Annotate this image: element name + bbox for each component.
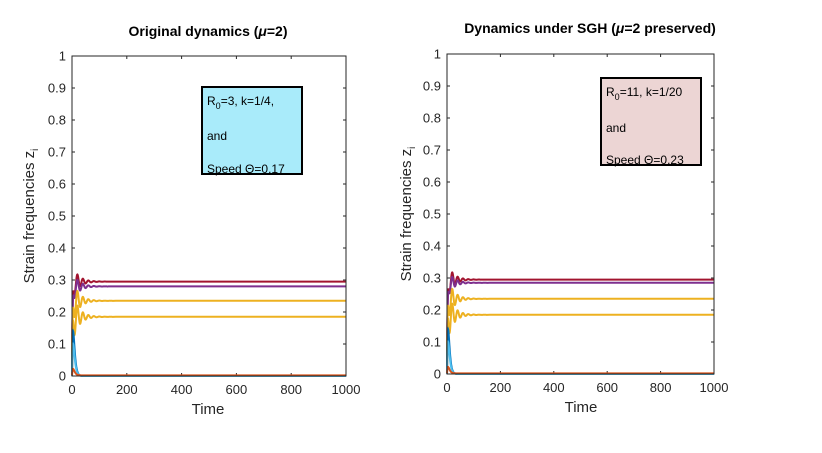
y-tick-label: 0.4	[423, 239, 441, 254]
x-tick-label: 200	[490, 380, 512, 395]
y-tick-label: 0	[434, 367, 441, 382]
y-ticks: 0 0.1 0.2 0.3 0.4 0.5 0.6 0.7 0.8 0.9 1	[423, 47, 714, 382]
y-tick-label: 0.9	[423, 79, 441, 94]
series-line-strain-3	[446, 287, 714, 375]
series-line-strain-2	[71, 278, 346, 377]
annotation-line-3: Speed Θ=0.17	[207, 162, 285, 176]
series-line-strain-4	[71, 304, 346, 377]
axes-box	[446, 53, 715, 375]
x-ticks: 0 200 400 600 800 1000	[68, 56, 360, 397]
x-tick-label: 800	[650, 380, 672, 395]
x-tick-label: 200	[116, 382, 138, 397]
annotation-bg	[201, 86, 303, 175]
x-tick-label: 800	[280, 382, 302, 397]
x-tick-label: 1000	[332, 382, 361, 397]
y-tick-label: 0.8	[48, 113, 66, 128]
y-axis-label: Strain frequencies zi	[398, 147, 418, 282]
y-tick-label: 0.1	[48, 337, 66, 352]
y-tick-label: 0.2	[48, 305, 66, 320]
x-tick-label: 400	[171, 382, 193, 397]
x-tick-label: 0	[68, 382, 75, 397]
axes-box	[71, 55, 347, 377]
y-tick-label: 0.2	[423, 303, 441, 318]
chart-title-original: Original dynamics (μ=2)	[128, 23, 287, 39]
series-line-strain-4	[446, 302, 714, 375]
series-line-strain-1	[71, 273, 346, 377]
annotation-line-2: and	[606, 121, 626, 135]
chart-title-sgh: Dynamics under SGH (μ=2 preserved)	[464, 20, 716, 36]
y-ticks: 0 0.1 0.2 0.3 0.4 0.5 0.6 0.7 0.8 0.9 1	[48, 49, 346, 384]
y-tick-label: 1	[434, 47, 441, 62]
y-tick-label: 0.4	[48, 241, 66, 256]
y-tick-label: 0.5	[423, 207, 441, 222]
series-line-strain-7	[446, 365, 714, 375]
x-axis-label: Time	[565, 399, 598, 416]
y-tick-label: 0	[59, 369, 66, 384]
y-tick-label: 0.8	[423, 111, 441, 126]
annotation-line-2: and	[207, 129, 227, 143]
y-tick-label: 0.3	[48, 273, 66, 288]
series-line-strain-3	[71, 289, 346, 377]
y-tick-label: 0.3	[423, 271, 441, 286]
x-tick-label: 0	[443, 380, 450, 395]
x-tick-label: 1000	[700, 380, 729, 395]
y-tick-label: 0.5	[48, 209, 66, 224]
y-tick-label: 1	[59, 49, 66, 64]
x-tick-label: 600	[596, 380, 618, 395]
y-axis-label: Strain frequencies zi	[21, 149, 41, 284]
y-tick-label: 0.7	[423, 143, 441, 158]
x-tick-label: 400	[543, 380, 565, 395]
annotation-box: R0=3, k=1/4, and Speed Θ=0.17	[201, 86, 303, 176]
x-axis-label: Time	[192, 401, 225, 418]
annotation-line-1: R0=11, k=1/20	[606, 85, 683, 102]
y-tick-label: 0.1	[423, 335, 441, 350]
y-tick-label: 0.9	[48, 81, 66, 96]
annotation-bg	[600, 77, 702, 166]
series-line-strain-2	[446, 275, 714, 375]
annotation-box: R0=11, k=1/20 and Speed Θ=0.23	[600, 77, 702, 167]
y-tick-label: 0.6	[48, 177, 66, 192]
panel-sgh: Dynamics under SGH (μ=2 preserved) 00.10…	[398, 20, 728, 416]
y-tick-label: 0.6	[423, 175, 441, 190]
annotation-line-1: R0=3, k=1/4,	[207, 94, 274, 111]
series-line-strain-7	[71, 367, 346, 377]
x-tick-label: 600	[226, 382, 248, 397]
y-tick-label: 0.7	[48, 145, 66, 160]
annotation-line-3: Speed Θ=0.23	[606, 153, 684, 167]
panel-original: Original dynamics (μ=2) 0 0.1 0.2 0.3 0.4 0.5…	[21, 23, 360, 418]
